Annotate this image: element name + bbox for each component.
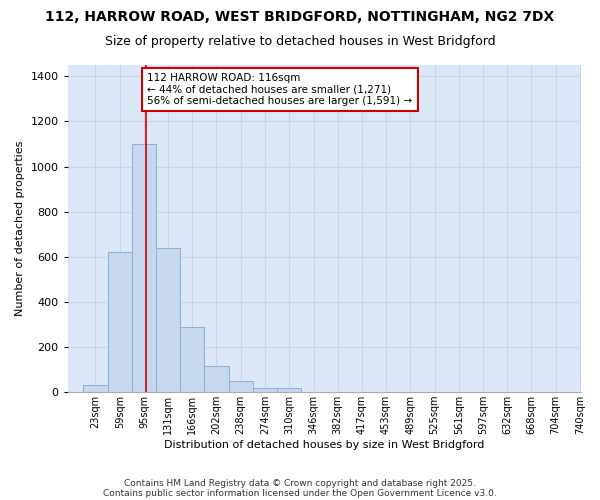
Bar	[204, 366, 229, 392]
Bar	[229, 381, 253, 392]
Bar	[180, 326, 204, 392]
Text: 112 HARROW ROAD: 116sqm
← 44% of detached houses are smaller (1,271)
56% of semi: 112 HARROW ROAD: 116sqm ← 44% of detache…	[148, 73, 413, 106]
Text: Contains HM Land Registry data © Crown copyright and database right 2025.: Contains HM Land Registry data © Crown c…	[124, 478, 476, 488]
Text: Size of property relative to detached houses in West Bridgford: Size of property relative to detached ho…	[104, 35, 496, 48]
X-axis label: Distribution of detached houses by size in West Bridgford: Distribution of detached houses by size …	[164, 440, 485, 450]
Bar	[83, 386, 107, 392]
Bar	[107, 252, 132, 392]
Text: 112, HARROW ROAD, WEST BRIDGFORD, NOTTINGHAM, NG2 7DX: 112, HARROW ROAD, WEST BRIDGFORD, NOTTIN…	[46, 10, 554, 24]
Bar	[132, 144, 156, 392]
Bar	[156, 248, 180, 392]
Text: Contains public sector information licensed under the Open Government Licence v3: Contains public sector information licen…	[103, 488, 497, 498]
Y-axis label: Number of detached properties: Number of detached properties	[15, 141, 25, 316]
Bar	[253, 388, 277, 392]
Bar	[277, 388, 301, 392]
